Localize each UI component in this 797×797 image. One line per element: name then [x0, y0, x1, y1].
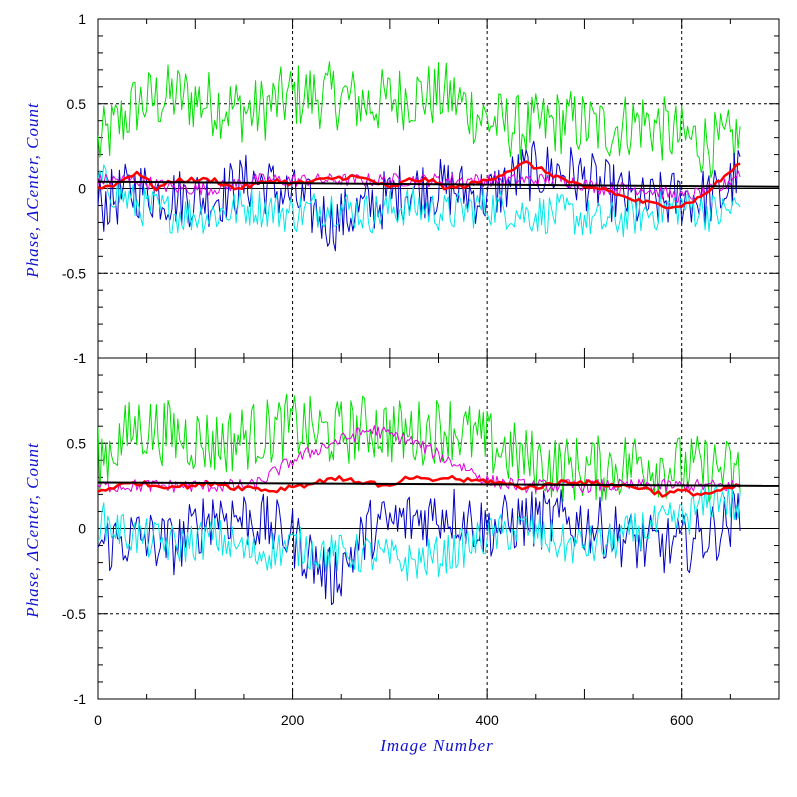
series-cyan-line [98, 484, 741, 582]
series-green-line [98, 61, 741, 179]
series-green-line [98, 393, 741, 503]
y-tick-label: -1 [74, 691, 87, 707]
series-magenta-line [98, 170, 741, 203]
y-tick-label: 0.5 [67, 96, 87, 112]
y-tick-label: 1 [78, 350, 86, 366]
x-tick-label: 200 [281, 712, 305, 728]
panel-bottom: 1 0.5 0 -0.5 -1 [62, 350, 780, 707]
series-group [98, 61, 779, 252]
y-tick-label: 1 [78, 11, 86, 27]
panel-top: 1 0.5 0 -0.5 -1 [62, 11, 780, 366]
y-axis-title-bottom: Phase, ΔCenter, Count [23, 442, 42, 619]
x-tick-label: 400 [475, 712, 499, 728]
x-tick-label: 0 [94, 712, 102, 728]
series-black-line [98, 180, 779, 188]
y-tick-label: -0.5 [62, 265, 86, 281]
series-group [98, 393, 779, 606]
series-dark_blue-line [98, 488, 741, 606]
y-tick-label: 0.5 [67, 435, 87, 451]
y-tick-label: 0 [78, 181, 86, 197]
x-axis-title: Image Number [379, 736, 494, 755]
series-cyan-line [98, 164, 741, 238]
series-red-line [98, 160, 741, 210]
y-axis-title-top: Phase, ΔCenter, Count [23, 102, 42, 279]
series-dark_blue-line [98, 140, 741, 252]
y-tick-label: 0 [78, 521, 86, 537]
x-tick-label: 600 [670, 712, 694, 728]
y-tick-label: -1 [74, 350, 87, 366]
series-black-line [98, 481, 779, 487]
y-tick-label: -0.5 [62, 606, 86, 622]
x-axis: 0 200 400 600 [94, 712, 694, 728]
